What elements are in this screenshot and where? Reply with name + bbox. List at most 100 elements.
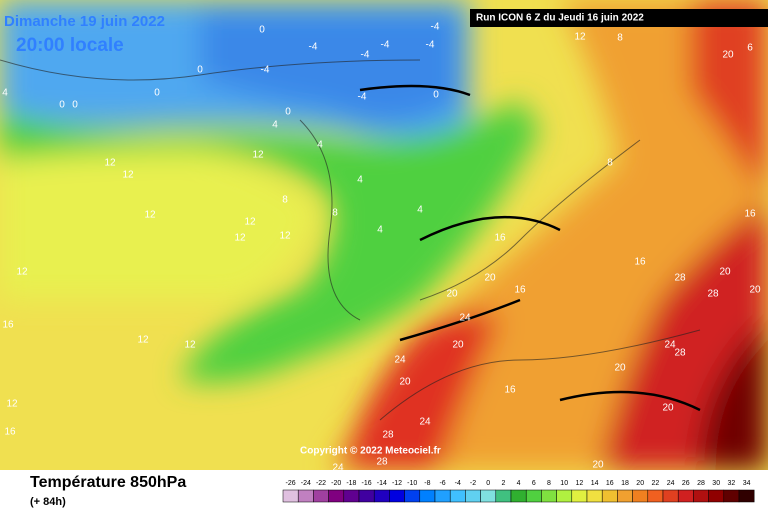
contour-label: 20 — [399, 377, 411, 388]
colorbar-cell — [449, 489, 466, 503]
colorbar-tick-label: 0 — [486, 480, 490, 487]
run-info: Run ICON 6 Z du Jeudi 16 juin 2022 — [476, 13, 644, 24]
colorbar-tick-label: -14 — [377, 480, 387, 487]
contour-label: 16 — [2, 320, 14, 331]
colorbar-tick-label: 10 — [560, 480, 568, 487]
colorbar-tick-label: 30 — [712, 480, 720, 487]
contour-label: -4 — [358, 92, 367, 103]
contour-label: 24 — [419, 417, 431, 428]
map-field — [0, 0, 768, 470]
contour-label: 24 — [394, 355, 406, 366]
colorbar-cell — [586, 489, 603, 503]
contour-label: 20 — [749, 285, 761, 296]
colorbar-tick-label: -10 — [407, 480, 417, 487]
contour-label: 16 — [634, 257, 646, 268]
colorbar: -26 -24 -22 -20 -18 -16 -14 -12 -10 -8 -6 -4 -2 0 2 4 6 8… — [282, 480, 755, 503]
contour-label: 0 — [197, 65, 203, 76]
contour-label: -4 — [309, 42, 318, 53]
contour-label: -4 — [426, 40, 435, 51]
colorbar-cell — [419, 489, 436, 503]
contour-label: 16 — [4, 427, 16, 438]
contour-label: 8 — [282, 195, 288, 206]
contour-label: 12 — [104, 158, 116, 169]
contour-label: 4 — [357, 175, 363, 186]
colorbar-cell — [617, 489, 633, 503]
colorbar-cell — [404, 489, 421, 503]
colorbar-tick-label: 4 — [517, 480, 521, 487]
contour-label: -4 — [431, 22, 440, 33]
colorbar-cell — [723, 489, 740, 503]
lead-time: (+ 84h) — [30, 496, 66, 508]
contour-label: 0 — [72, 100, 78, 111]
colorbar-cell — [662, 489, 679, 503]
colorbar-cell — [677, 489, 694, 503]
contour-label: 20 — [662, 403, 674, 414]
colorbar-cell — [632, 489, 649, 503]
colorbar-tick-label: -8 — [424, 480, 430, 487]
colorbar-cell — [510, 489, 527, 503]
colorbar-tick-label: -24 — [301, 480, 311, 487]
colorbar-cell — [282, 489, 299, 503]
contour-label: 4 — [317, 140, 323, 151]
contour-label: 16 — [514, 285, 526, 296]
contour-label: 0 — [154, 88, 160, 99]
contour-label: 8 — [332, 208, 338, 219]
colorbar-cell — [601, 489, 618, 503]
contour-label: 8 — [607, 158, 613, 169]
contour-label: 28 — [674, 348, 686, 359]
colorbar-cell — [389, 489, 405, 503]
contour-label: 20 — [484, 273, 496, 284]
contour-label: 8 — [617, 33, 623, 44]
colorbar-tick-label: 16 — [606, 480, 614, 487]
contour-label: 12 — [244, 217, 256, 228]
colorbar-cell — [693, 489, 709, 503]
contour-label: 20 — [722, 50, 734, 61]
colorbar-tick-label: -26 — [286, 480, 296, 487]
contour-label: 0 — [285, 107, 291, 118]
contour-label: 16 — [744, 209, 756, 220]
contour-label: 12 — [137, 335, 149, 346]
colorbar-tick-label: 20 — [636, 480, 644, 487]
colorbar-tick-label: 8 — [547, 480, 551, 487]
contour-label: 12 — [122, 170, 134, 181]
colorbar-cell — [328, 489, 345, 503]
contour-label: 12 — [234, 233, 246, 244]
contour-label: -4 — [361, 50, 370, 61]
contour-label: 24 — [332, 463, 344, 474]
contour-label: 12 — [144, 210, 156, 221]
contour-label: 4 — [272, 120, 278, 131]
colorbar-tick-label: -22 — [316, 480, 326, 487]
colorbar-cell — [647, 489, 664, 503]
contour-label: 28 — [707, 289, 719, 300]
colorbar-tick-label: 6 — [532, 480, 536, 487]
contour-label: 12 — [574, 32, 586, 43]
contour-label: 4 — [377, 225, 383, 236]
contour-label: 20 — [592, 460, 604, 471]
contour-label: 0 — [59, 100, 65, 111]
colorbar-tick-label: 22 — [652, 480, 660, 487]
copyright: Copyright © 2022 Meteociel.fr — [300, 446, 441, 457]
colorbar-cell — [525, 489, 542, 503]
contour-label: 28 — [674, 273, 686, 284]
contour-label: 16 — [494, 233, 506, 244]
contour-label: 4 — [2, 88, 8, 99]
colorbar-cell — [738, 489, 755, 503]
map-title: Température 850hPa — [30, 474, 186, 491]
contour-label: 12 — [279, 231, 291, 242]
colorbar-cell — [465, 489, 481, 503]
contour-label: 0 — [433, 90, 439, 101]
colorbar-tick-label: 32 — [728, 480, 736, 487]
colorbar-cell — [541, 489, 557, 503]
contour-label: 16 — [504, 385, 516, 396]
colorbar-cell — [297, 489, 314, 503]
colorbar-cell — [373, 489, 390, 503]
contour-label: 20 — [719, 267, 731, 278]
colorbar-cell — [434, 489, 451, 503]
colorbar-tick-label: -12 — [392, 480, 402, 487]
colorbar-tick-label: 24 — [667, 480, 675, 487]
date: Dimanche 19 juin 2022 — [4, 13, 165, 30]
colorbar-cell — [343, 489, 360, 503]
colorbar-tick-label: 28 — [697, 480, 705, 487]
